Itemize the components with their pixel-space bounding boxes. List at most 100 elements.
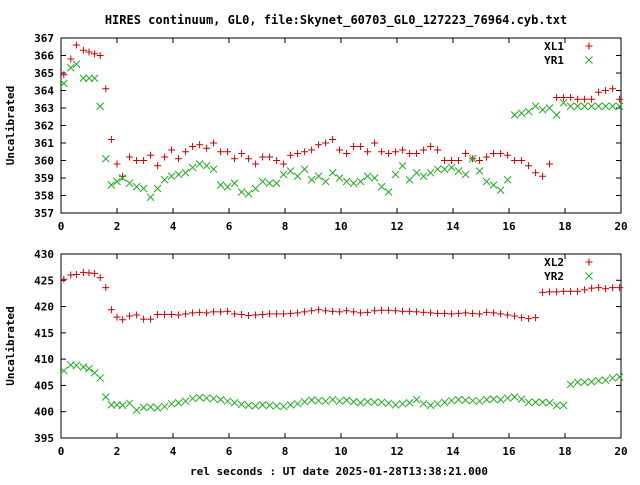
data-point bbox=[349, 179, 358, 188]
data-point bbox=[609, 85, 617, 93]
data-point bbox=[357, 143, 365, 150]
y-tick-label: 430 bbox=[34, 248, 54, 261]
data-point bbox=[85, 48, 93, 56]
data-point bbox=[328, 395, 337, 404]
data-point bbox=[102, 85, 110, 93]
data-point bbox=[140, 315, 148, 323]
data-point bbox=[96, 102, 105, 111]
y-tick-label: 366 bbox=[34, 50, 54, 63]
data-point bbox=[489, 395, 498, 403]
data-point bbox=[370, 398, 379, 407]
data-point bbox=[273, 310, 281, 318]
data-point bbox=[279, 402, 288, 411]
data-point bbox=[363, 172, 372, 181]
data-point-d2 bbox=[398, 161, 407, 170]
data-point bbox=[67, 55, 75, 63]
data-point-d2 bbox=[489, 181, 498, 189]
data-point bbox=[335, 397, 344, 406]
data-point bbox=[66, 63, 75, 72]
data-point bbox=[314, 396, 323, 405]
data-point-d2 bbox=[552, 111, 561, 119]
data-point-d2 bbox=[216, 395, 225, 404]
data-point-d2 bbox=[615, 102, 624, 111]
data-point bbox=[188, 394, 197, 403]
data-point bbox=[455, 157, 463, 164]
data-point bbox=[559, 401, 568, 410]
data-point bbox=[539, 172, 547, 180]
y-tick-label: 410 bbox=[34, 353, 54, 366]
data-point-d2 bbox=[90, 368, 99, 377]
data-point bbox=[398, 399, 407, 408]
data-point bbox=[356, 398, 365, 407]
y-tick-label: 415 bbox=[34, 327, 54, 340]
data-point bbox=[315, 141, 323, 149]
data-point bbox=[497, 150, 505, 157]
data-point-d2 bbox=[125, 399, 134, 408]
chart-title: HIRES continuum, GL0, file:Skynet_60703_… bbox=[105, 13, 567, 28]
data-point bbox=[454, 395, 463, 404]
y-tick-label: 400 bbox=[34, 406, 54, 419]
data-point bbox=[524, 398, 533, 407]
y-tick-label: 365 bbox=[34, 67, 54, 80]
data-point bbox=[118, 401, 127, 410]
data-point bbox=[91, 269, 99, 277]
data-point-d2 bbox=[384, 188, 393, 196]
data-point bbox=[287, 151, 295, 159]
data-point-d2 bbox=[524, 107, 533, 116]
data-point bbox=[532, 314, 540, 322]
data-point bbox=[307, 175, 316, 184]
data-point-d2 bbox=[118, 401, 127, 410]
data-point bbox=[391, 401, 400, 409]
data-point bbox=[447, 163, 456, 172]
data-point bbox=[238, 150, 246, 157]
data-point-d2 bbox=[461, 170, 470, 179]
data-point bbox=[350, 308, 358, 316]
data-point bbox=[168, 310, 176, 318]
data-point bbox=[272, 402, 281, 410]
data-point bbox=[342, 396, 351, 405]
bottom-plot-panel: 0 2 4 6 8 10 12 14 16 18 20 395 400 405 410 415 420 425 43… bbox=[4, 248, 628, 458]
data-point bbox=[538, 398, 547, 407]
data-point bbox=[119, 316, 127, 324]
data-point bbox=[217, 148, 225, 156]
data-point-d2 bbox=[167, 399, 176, 408]
data-point bbox=[209, 394, 218, 403]
data-point bbox=[433, 165, 442, 174]
data-point bbox=[462, 150, 470, 157]
data-point bbox=[552, 401, 561, 410]
data-point bbox=[321, 397, 330, 406]
data-point-d2 bbox=[174, 398, 183, 407]
data-point bbox=[79, 363, 88, 371]
data-point bbox=[224, 148, 232, 156]
data-point bbox=[167, 172, 176, 181]
x-tick-label: 10 bbox=[334, 220, 347, 233]
data-point bbox=[188, 163, 197, 172]
data-point bbox=[398, 161, 407, 170]
data-point-d2 bbox=[146, 403, 155, 411]
data-point-d2 bbox=[59, 366, 68, 375]
x-tick-label: 12 bbox=[390, 445, 403, 458]
x-tick-label: 2 bbox=[114, 445, 121, 458]
y-axis-label: Uncalibrated bbox=[4, 306, 17, 385]
x-tick-label: 20 bbox=[614, 445, 627, 458]
data-point bbox=[581, 286, 589, 294]
data-point bbox=[483, 153, 491, 161]
data-point-d2 bbox=[209, 394, 218, 403]
data-point bbox=[370, 174, 379, 182]
data-point bbox=[85, 74, 93, 83]
data-point-d2 bbox=[370, 174, 379, 182]
data-point-d2 bbox=[587, 102, 596, 111]
data-point-d2 bbox=[265, 401, 274, 410]
data-point bbox=[413, 150, 421, 157]
data-point bbox=[440, 398, 449, 407]
data-point bbox=[217, 308, 225, 316]
data-point-d2 bbox=[454, 395, 463, 404]
data-point bbox=[280, 160, 288, 168]
data-point-d2 bbox=[391, 170, 400, 179]
data-point-d2 bbox=[59, 79, 68, 88]
data-point bbox=[196, 308, 204, 316]
x-axis-label: rel seconds : UT date 2025-01-28T13:38:2… bbox=[190, 465, 488, 478]
data-point bbox=[350, 143, 358, 150]
data-point bbox=[107, 181, 116, 189]
